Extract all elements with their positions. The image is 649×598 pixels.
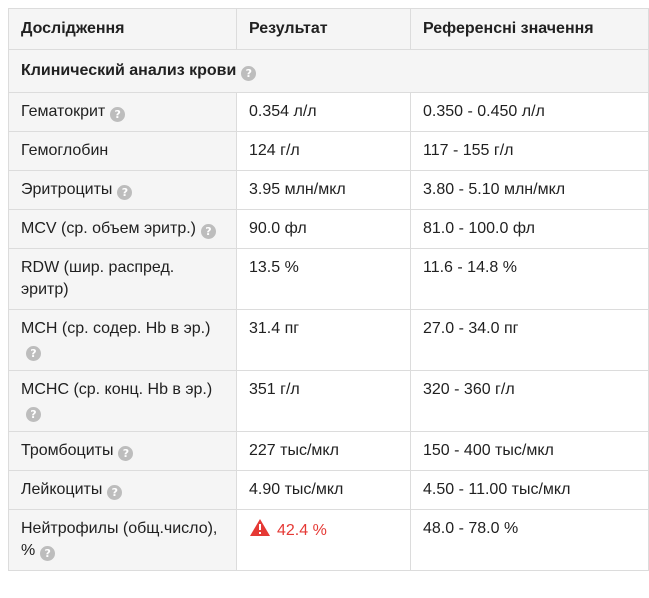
- test-name-cell: Гематокрит?: [8, 92, 237, 132]
- question-circle-icon[interactable]: ?: [241, 66, 257, 81]
- reference-cell: 11.6 - 14.8 %: [410, 248, 649, 310]
- test-name: MCHC (ср. конц. Hb в эр.): [21, 381, 213, 398]
- reference-cell: 3.80 - 5.10 млн/мкл: [410, 170, 649, 210]
- question-circle-icon[interactable]: ?: [118, 446, 134, 461]
- test-name: MCH (ср. содер. Hb в эр.): [21, 320, 211, 337]
- reference-cell: 81.0 - 100.0 фл: [410, 209, 649, 249]
- test-name: Лейкоциты: [21, 481, 103, 498]
- result-cell: 42.4 %: [236, 509, 411, 571]
- test-name-cell: Тромбоциты?: [8, 431, 237, 471]
- result-cell: 351 г/л: [236, 370, 411, 432]
- result-value: 31.4 пг: [249, 320, 300, 337]
- table-row: MCH (ср. содер. Hb в эр.)? 31.4 пг 27.0 - …: [8, 309, 649, 371]
- table-row: MCV (ср. объем эритр.)? 90.0 фл 81.0 - 100…: [8, 209, 649, 249]
- test-name-cell: RDW (шир. распред. эритр): [8, 248, 237, 310]
- result-value: 42.4 %: [277, 522, 327, 539]
- test-name-cell: MCH (ср. содер. Hb в эр.)?: [8, 309, 237, 371]
- reference-value: 3.80 - 5.10 млн/мкл: [423, 181, 566, 198]
- test-name: Тромбоциты: [21, 442, 114, 459]
- test-name-cell: Гемоглобин: [8, 131, 237, 171]
- test-name-cell: MCV (ср. объем эритр.)?: [8, 209, 237, 249]
- table-row: Гемоглобин 124 г/л 117 - 155 г/л: [8, 131, 649, 171]
- result-cell: 90.0 фл: [236, 209, 411, 249]
- result-cell: 4.90 тыс/мкл: [236, 470, 411, 510]
- lab-results-container: Дослідження Результат Референсні значенн…: [8, 8, 649, 571]
- result-value: 90.0 фл: [249, 220, 307, 237]
- test-name-cell: Нейтрофилы (общ.число), %?: [8, 509, 237, 571]
- table-row: Гематокрит? 0.354 л/л 0.350 - 0.450 л/л: [8, 92, 649, 132]
- reference-cell: 0.350 - 0.450 л/л: [410, 92, 649, 132]
- result-value: 0.354 л/л: [249, 103, 317, 120]
- test-name-cell: Лейкоциты?: [8, 470, 237, 510]
- reference-value: 27.0 - 34.0 пг: [423, 320, 519, 337]
- section-title-cell: Клинический анализ крови?: [8, 49, 649, 93]
- table-row: Эритроциты? 3.95 млн/мкл 3.80 - 5.10 млн/м…: [8, 170, 649, 210]
- reference-cell: 27.0 - 34.0 пг: [410, 309, 649, 371]
- section-row: Клинический анализ крови?: [8, 49, 649, 93]
- reference-cell: 150 - 400 тыс/мкл: [410, 431, 649, 471]
- result-value: 4.90 тыс/мкл: [249, 481, 344, 498]
- result-cell: 31.4 пг: [236, 309, 411, 371]
- result-cell: 227 тыс/мкл: [236, 431, 411, 471]
- result-value: 351 г/л: [249, 381, 300, 398]
- test-name: Гемоглобин: [21, 142, 109, 159]
- table-header-row: Дослідження Результат Референсні значенн…: [8, 8, 649, 50]
- result-value: 3.95 млн/мкл: [249, 181, 346, 198]
- test-name-cell: Эритроциты?: [8, 170, 237, 210]
- result-cell: 0.354 л/л: [236, 92, 411, 132]
- lab-results-table: Дослідження Результат Референсні значенн…: [8, 8, 649, 571]
- reference-value: 81.0 - 100.0 фл: [423, 220, 535, 237]
- reference-value: 48.0 - 78.0 %: [423, 520, 519, 537]
- header-test: Дослідження: [8, 8, 237, 50]
- reference-value: 11.6 - 14.8 %: [423, 259, 517, 276]
- reference-cell: 48.0 - 78.0 %: [410, 509, 649, 571]
- question-circle-icon[interactable]: ?: [201, 224, 216, 239]
- result-cell: 3.95 млн/мкл: [236, 170, 411, 210]
- table-row: Нейтрофилы (общ.число), %? 42.4 % 48.0 - 7…: [8, 509, 649, 571]
- table-row: RDW (шир. распред. эритр) 13.5 % 11.6 - 14…: [8, 248, 649, 310]
- reference-value: 150 - 400 тыс/мкл: [423, 442, 554, 459]
- result-value: 124 г/л: [249, 142, 300, 159]
- header-result: Результат: [236, 8, 411, 50]
- reference-value: 0.350 - 0.450 л/л: [423, 103, 545, 120]
- reference-value: 117 - 155 г/л: [423, 142, 514, 159]
- reference-value: 320 - 360 г/л: [423, 381, 515, 398]
- table-row: MCHC (ср. конц. Hb в эр.)? 351 г/л 320 - 3…: [8, 370, 649, 432]
- result-value: 227 тыс/мкл: [249, 442, 339, 459]
- test-name: Эритроциты: [21, 181, 113, 198]
- question-circle-icon[interactable]: ?: [40, 546, 56, 561]
- question-circle-icon[interactable]: ?: [26, 346, 41, 361]
- test-name: Гематокрит: [21, 103, 106, 120]
- table-row: Тромбоциты? 227 тыс/мкл 150 - 400 тыс/мкл: [8, 431, 649, 471]
- question-circle-icon[interactable]: ?: [110, 107, 126, 122]
- header-reference: Референсні значення: [410, 8, 649, 50]
- reference-value: 4.50 - 11.00 тыс/мкл: [423, 481, 571, 498]
- test-name: MCV (ср. объем эритр.): [21, 220, 196, 237]
- reference-cell: 117 - 155 г/л: [410, 131, 649, 171]
- section-title: Клинический анализ крови: [21, 62, 237, 79]
- question-circle-icon[interactable]: ?: [26, 407, 41, 422]
- warning-triangle-icon: [250, 519, 270, 536]
- reference-cell: 4.50 - 11.00 тыс/мкл: [410, 470, 649, 510]
- test-name: Нейтрофилы (общ.число), %: [21, 520, 218, 559]
- question-circle-icon[interactable]: ?: [117, 185, 133, 200]
- result-cell: 13.5 %: [236, 248, 411, 310]
- test-name: RDW (шир. распред. эритр): [21, 259, 175, 298]
- test-name-cell: MCHC (ср. конц. Hb в эр.)?: [8, 370, 237, 432]
- result-value: 13.5 %: [249, 259, 299, 276]
- reference-cell: 320 - 360 г/л: [410, 370, 649, 432]
- table-row: Лейкоциты? 4.90 тыс/мкл 4.50 - 11.00 тыс/м…: [8, 470, 649, 510]
- result-cell: 124 г/л: [236, 131, 411, 171]
- question-circle-icon[interactable]: ?: [107, 485, 123, 500]
